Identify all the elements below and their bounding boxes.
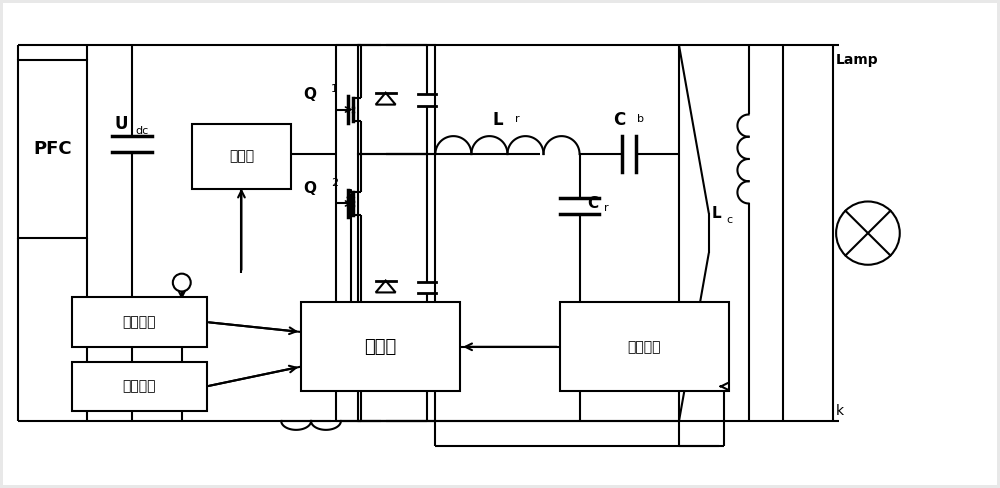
Text: 电流采样: 电流采样 [123, 315, 156, 329]
Text: 调光信号: 调光信号 [123, 379, 156, 393]
Text: b: b [637, 114, 644, 124]
Text: 驱动器: 驱动器 [229, 149, 254, 163]
Bar [358, 45, 435, 154]
Text: 单片机: 单片机 [365, 338, 397, 356]
Bar [18, 60, 87, 238]
Bar [72, 297, 207, 347]
Text: r: r [515, 114, 520, 124]
Text: Lamp: Lamp [836, 53, 879, 67]
Text: L: L [712, 206, 721, 221]
Text: 电压采样: 电压采样 [627, 340, 661, 354]
Bar [301, 303, 460, 391]
Bar [72, 362, 207, 411]
Text: PFC: PFC [33, 140, 72, 158]
Text: Q: Q [303, 87, 316, 102]
Bar [192, 124, 291, 189]
Text: k: k [836, 404, 844, 418]
Bar [358, 154, 435, 421]
Text: 1: 1 [331, 84, 338, 94]
Text: U: U [114, 115, 128, 133]
Text: L: L [492, 111, 503, 129]
Text: c: c [727, 215, 733, 225]
Text: r: r [604, 203, 609, 213]
Text: C: C [588, 196, 599, 211]
Text: Q: Q [303, 181, 316, 196]
Circle shape [173, 274, 191, 291]
Text: 2: 2 [331, 178, 338, 188]
Text: C: C [613, 111, 625, 129]
Bar [560, 303, 729, 391]
Text: dc: dc [135, 126, 148, 136]
